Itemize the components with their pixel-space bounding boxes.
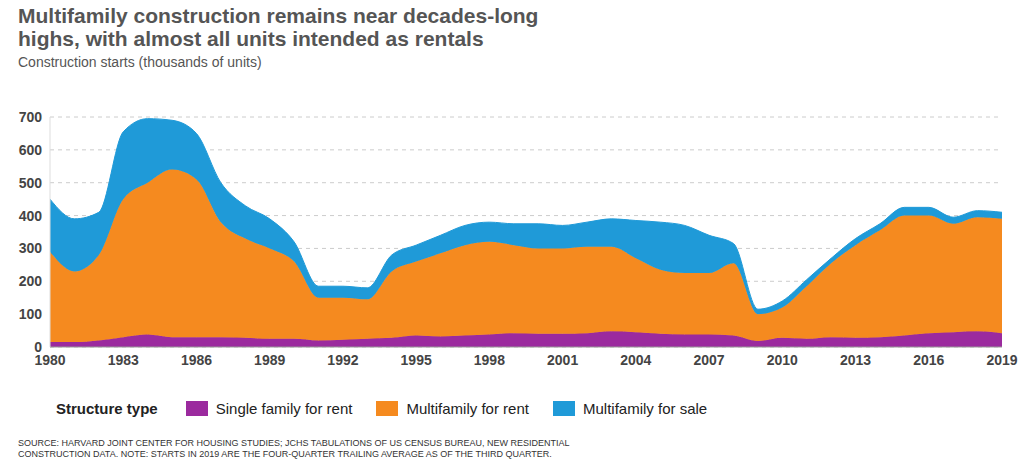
html-text:Single family for rent: Single family for rent [215,400,353,417]
svg-text:700: 700 [19,109,43,125]
svg-text:2004: 2004 [620,352,651,368]
html-text:Multifamily construction remai: Multifamily construction remains near de… [18,4,539,50]
svg-text:2001: 2001 [547,352,578,368]
html-text:Multifamily for rent: Multifamily for rent [406,400,529,417]
html-text:Multifamily for sale: Multifamily for sale [583,400,708,417]
svg-text:1995: 1995 [401,352,432,368]
svg-text:1983: 1983 [108,352,139,368]
svg-text:600: 600 [19,142,43,158]
svg-text:2013: 2013 [840,352,871,368]
svg-text:1980: 1980 [34,351,66,368]
html-text:Construction starts (thousands: Construction starts (thousands of units) [18,54,262,70]
svg-text:200: 200 [19,273,43,289]
svg-text:500: 500 [19,175,43,191]
svg-text:100: 100 [19,306,43,322]
svg-text:1998: 1998 [474,352,505,368]
svg-text:1986: 1986 [181,352,212,368]
svg-text:2007: 2007 [693,352,724,368]
svg-text:1989: 1989 [254,352,285,368]
svg-text:400: 400 [19,208,43,224]
svg-text:1992: 1992 [327,352,358,368]
svg-text:2019: 2019 [986,352,1016,368]
svg-text:2016: 2016 [913,352,944,368]
svg-text:300: 300 [19,240,43,256]
html-text:Structure type: Structure type [56,400,158,417]
html-text:SOURCE: HARVARD JOINT CENTER F: SOURCE: HARVARD JOINT CENTER FOR HOUSING… [18,438,570,459]
svg-text:0: 0 [34,339,42,355]
svg-text:2010: 2010 [767,352,798,368]
